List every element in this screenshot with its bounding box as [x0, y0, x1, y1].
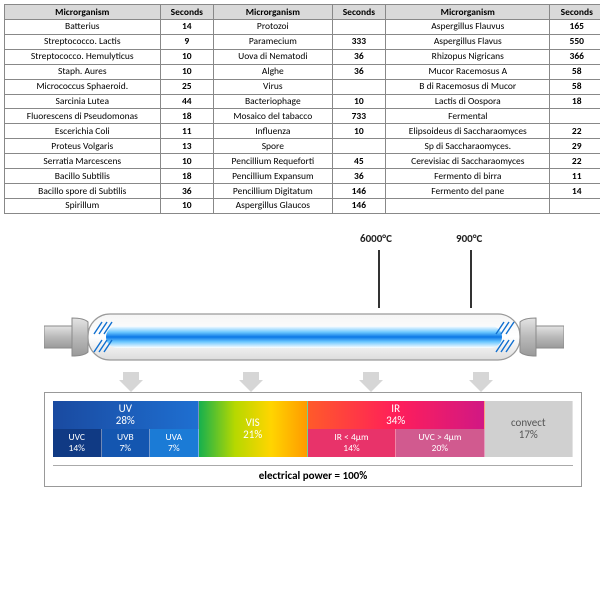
col-header: Microrganism	[5, 5, 161, 20]
spectrum-footer: electrical power = 100%	[53, 465, 573, 482]
table-row: Micrococcus Sphaeroid.25VirusB di Racemo…	[5, 79, 600, 94]
down-arrow-icon	[469, 370, 493, 392]
spectrum-band: UV28%UVC14%UVB7%UVA7%	[53, 401, 199, 457]
spectrum-band: convect17%	[485, 401, 573, 457]
table-row: Sarcinia Lutea44Bacteriophage10Lactis di…	[5, 94, 600, 109]
table-row: Fluorescens di Pseudomonas18Mosaico del …	[5, 109, 600, 124]
uv-lamp	[44, 302, 564, 372]
col-header: Microrganism	[214, 5, 333, 20]
spectrum-band: IR34%IR < 4µm14%UVC > 4µm20%	[308, 401, 485, 457]
table-row: Proteus Volgaris13SporeSp di Saccharaomy…	[5, 139, 600, 154]
down-arrow-icon	[239, 370, 263, 392]
col-header: Seconds	[550, 5, 600, 20]
down-arrow-icon	[359, 370, 383, 392]
table-row: Batterius14ProtozoiAspergillus Flauvus16…	[5, 19, 600, 34]
col-header: Seconds	[160, 5, 213, 20]
table-row: Bacillo spore di Subtilis36Pencillium Di…	[5, 184, 600, 199]
temp-label-6000: 6000°C	[360, 232, 392, 245]
temp-line-6000	[378, 250, 380, 308]
temp-label-900: 900°C	[456, 232, 482, 245]
col-header: Microrganism	[386, 5, 550, 20]
table-row: Streptococco. Hemulyticus10Uova di Nemat…	[5, 49, 600, 64]
spectrum-box: UV28%UVC14%UVB7%UVA7%VIS21%IR34%IR < 4µm…	[44, 392, 582, 487]
table-row: Streptococco. Lactis9Paramecium333Asperg…	[5, 34, 600, 49]
table-row: Escerichia Coli11Influenza10Elipsoideus …	[5, 124, 600, 139]
table-row: Spirillum10Aspergillus Glaucos146	[5, 198, 600, 213]
microorganism-table: MicrorganismSecondsMicrorganismSecondsMi…	[4, 4, 600, 214]
temp-line-900	[470, 250, 472, 308]
lamp-spectrum-diagram: 6000°C 900°C	[14, 222, 594, 502]
table-row: Staph. Aures10Alghe36Mucor Racemosus A58	[5, 64, 600, 79]
table-row: Serratia Marcescens10Pencillium Requefor…	[5, 154, 600, 169]
col-header: Seconds	[332, 5, 385, 20]
down-arrow-icon	[119, 370, 143, 392]
table-row: Bacillo Subtilis18Pencillium Expansum36F…	[5, 169, 600, 184]
spectrum-band: VIS21%	[199, 401, 308, 457]
